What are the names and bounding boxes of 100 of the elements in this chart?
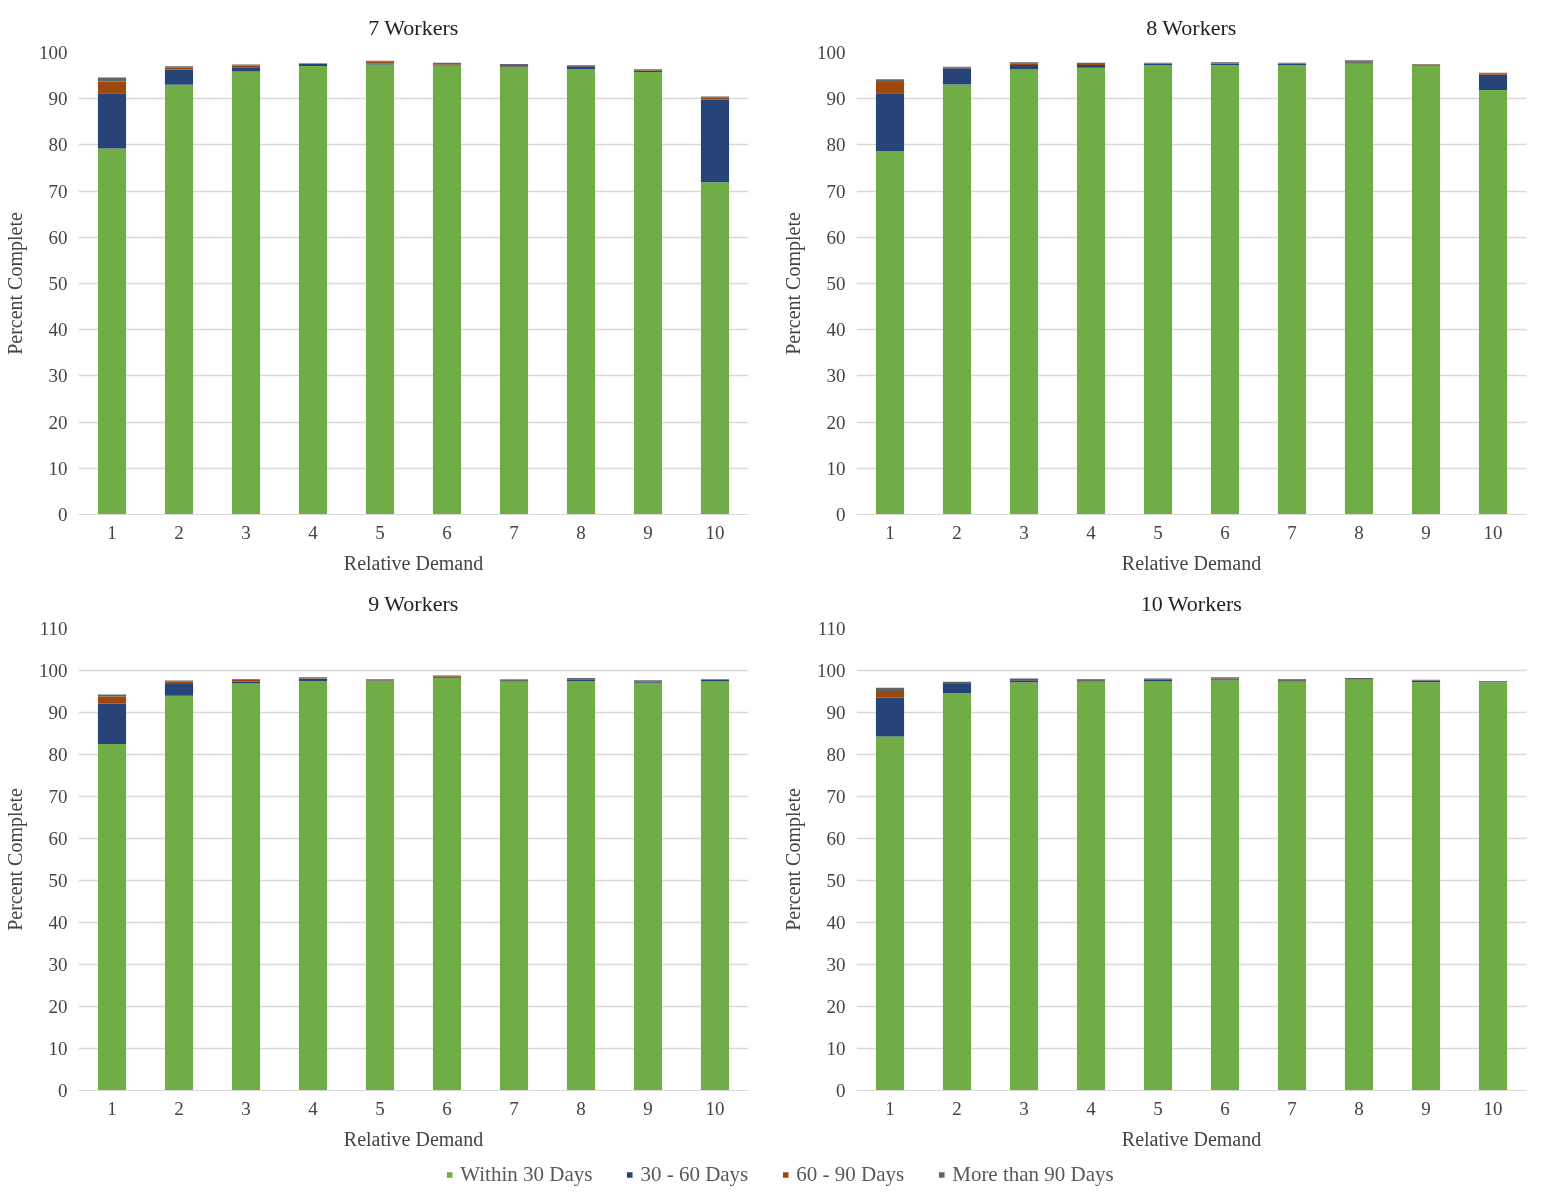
y-tick-label: 10 — [48, 457, 68, 479]
x-axis-title: Relative Demand — [343, 551, 484, 574]
x-tick-label: 9 — [1421, 1097, 1431, 1119]
x-tick-label: 1 — [107, 521, 117, 543]
x-axis-title: Relative Demand — [343, 1127, 484, 1150]
chart-title: 9 Workers — [368, 591, 459, 616]
y-tick-label: 50 — [826, 870, 846, 891]
y-tick-label: 100 — [817, 42, 846, 63]
x-axis-title: Relative Demand — [1121, 551, 1262, 574]
y-tick-label: 10 — [826, 1038, 846, 1059]
chart-title: 10 Workers — [1140, 591, 1242, 616]
y-tick-label: 40 — [48, 319, 68, 341]
y-tick-label: 60 — [48, 828, 68, 849]
y-tick-label: 50 — [48, 870, 68, 891]
y-tick-label: 90 — [826, 702, 846, 723]
y-tick-label: 20 — [48, 996, 68, 1017]
y-tick-label: 50 — [826, 273, 846, 294]
x-tick-label: 9 — [643, 521, 653, 543]
x-tick-label: 2 — [952, 521, 962, 543]
x-tick-label: 6 — [442, 521, 452, 543]
y-tick-label: 40 — [48, 912, 68, 933]
y-tick-label: 90 — [48, 88, 68, 110]
x-tick-label: 4 — [308, 1097, 319, 1119]
legend-label: Within 30 Days — [460, 1161, 593, 1187]
legend-label: 30 - 60 Days — [640, 1161, 749, 1187]
y-tick-label: 60 — [826, 828, 846, 849]
x-tick-label: 3 — [241, 521, 251, 543]
x-tick-label: 2 — [174, 521, 184, 543]
y-tick-label: 90 — [48, 702, 68, 723]
x-tick-label: 4 — [1086, 521, 1097, 543]
y-tick-label: 80 — [48, 744, 68, 765]
x-tick-label: 4 — [308, 521, 319, 543]
y-tick-label: 40 — [826, 912, 846, 933]
x-tick-label: 9 — [643, 1097, 653, 1119]
x-tick-label: 8 — [576, 521, 586, 543]
y-tick-label: 20 — [826, 996, 846, 1017]
y-tick-label: 50 — [48, 273, 68, 294]
y-tick-label: 20 — [826, 411, 846, 433]
y-tick-label: 20 — [48, 411, 68, 433]
x-tick-label: 10 — [705, 1097, 725, 1119]
x-tick-label: 7 — [509, 521, 519, 543]
x-axis-title: Relative Demand — [1121, 1127, 1262, 1150]
y-tick-label: 30 — [826, 365, 846, 387]
x-tick-label: 8 — [576, 1097, 586, 1119]
legend-label: 60 - 90 Days — [796, 1161, 905, 1187]
y-axis-title: Percent Complete — [4, 212, 27, 355]
x-tick-label: 1 — [885, 1097, 895, 1119]
x-tick-label: 8 — [1354, 1097, 1364, 1119]
x-tick-label: 1 — [885, 521, 895, 543]
y-tick-label: 70 — [48, 180, 68, 202]
y-tick-label: 30 — [826, 954, 846, 975]
y-tick-label: 30 — [48, 365, 68, 387]
y-tick-label: 110 — [817, 618, 846, 639]
y-tick-label: 30 — [48, 954, 68, 975]
y-tick-label: 0 — [836, 1080, 846, 1101]
x-tick-label: 3 — [1019, 521, 1029, 543]
x-tick-label: 4 — [1086, 1097, 1097, 1119]
x-tick-label: 3 — [241, 1097, 251, 1119]
x-tick-label: 8 — [1354, 521, 1364, 543]
x-tick-label: 6 — [1220, 521, 1230, 543]
x-tick-label: 5 — [1153, 521, 1163, 543]
y-tick-label: 80 — [826, 744, 846, 765]
chart-title: 7 Workers — [368, 15, 459, 40]
x-tick-label: 2 — [952, 1097, 962, 1119]
y-tick-label: 70 — [48, 786, 68, 807]
y-tick-label: 60 — [826, 226, 846, 248]
y-tick-label: 90 — [826, 88, 846, 110]
x-tick-label: 5 — [375, 1097, 385, 1119]
x-tick-label: 1 — [107, 1097, 117, 1119]
x-tick-label: 10 — [1483, 1097, 1503, 1119]
y-tick-label: 0 — [58, 1080, 68, 1101]
y-tick-label: 40 — [826, 319, 846, 341]
y-tick-label: 70 — [826, 180, 846, 202]
y-tick-label: 70 — [826, 786, 846, 807]
x-tick-label: 10 — [705, 521, 725, 543]
x-tick-label: 9 — [1421, 521, 1431, 543]
x-tick-label: 6 — [442, 1097, 452, 1119]
x-tick-label: 6 — [1220, 1097, 1230, 1119]
y-tick-label: 100 — [39, 42, 68, 63]
y-tick-label: 60 — [48, 226, 68, 248]
y-tick-label: 80 — [826, 134, 846, 156]
y-axis-title: Percent Complete — [782, 788, 805, 931]
y-tick-label: 80 — [48, 134, 68, 156]
y-tick-label: 100 — [39, 660, 68, 681]
y-axis-title: Percent Complete — [4, 788, 27, 931]
x-tick-label: 5 — [1153, 1097, 1163, 1119]
x-tick-label: 3 — [1019, 1097, 1029, 1119]
y-tick-label: 110 — [39, 618, 68, 639]
y-tick-label: 100 — [817, 660, 846, 681]
x-tick-label: 10 — [1483, 521, 1503, 543]
chart-title: 8 Workers — [1146, 15, 1237, 40]
y-tick-label: 10 — [48, 1038, 68, 1059]
legend-label: More than 90 Days — [952, 1161, 1114, 1187]
x-tick-label: 2 — [174, 1097, 184, 1119]
x-tick-label: 5 — [375, 521, 385, 543]
x-tick-label: 7 — [1287, 521, 1297, 543]
x-tick-label: 7 — [1287, 1097, 1297, 1119]
y-tick-label: 0 — [836, 504, 846, 525]
y-tick-label: 10 — [826, 457, 846, 479]
y-axis-title: Percent Complete — [782, 212, 805, 355]
